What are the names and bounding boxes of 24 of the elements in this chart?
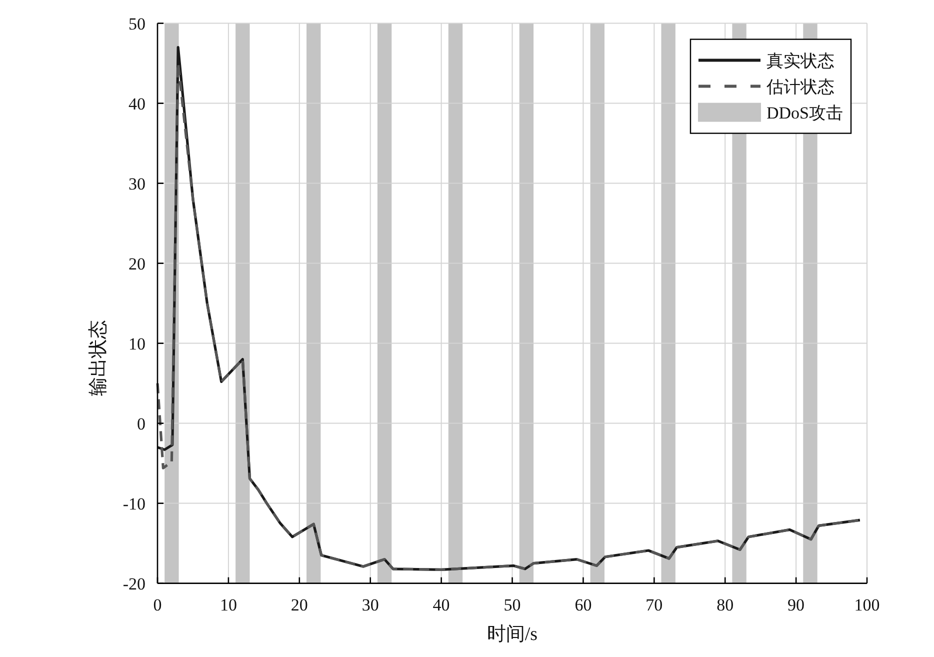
x-tick-label: 80: [716, 595, 734, 614]
x-tick-label: 90: [788, 595, 805, 614]
legend-label: 估计状态: [766, 77, 834, 96]
x-tick-label: 60: [574, 595, 592, 614]
y-axis-title: 输出状态: [88, 320, 109, 396]
legend-label: 真实状态: [766, 51, 834, 70]
legend-label: DDoS攻击: [766, 103, 843, 122]
y-tick-label: 50: [128, 14, 146, 34]
x-tick-label: 20: [290, 595, 308, 614]
x-tick-label: 40: [432, 595, 450, 614]
y-tick-label: 40: [128, 94, 146, 114]
y-tick-label: 30: [128, 174, 146, 194]
y-tick-label: 10: [128, 334, 146, 354]
x-axis-title: 时间/s: [486, 624, 538, 645]
y-tick-label: 20: [128, 254, 146, 274]
x-tick-label: 70: [646, 595, 663, 614]
x-tick-label: 10: [220, 595, 237, 614]
x-tick-label: 0: [153, 595, 162, 614]
x-tick-label: 50: [504, 595, 521, 614]
y-tick-label: 0: [137, 414, 146, 434]
x-tick-label: 30: [362, 595, 379, 614]
x-tick-label: 100: [854, 595, 880, 614]
y-tick-label: -20: [122, 574, 146, 594]
y-tick-label: -10: [122, 494, 146, 514]
